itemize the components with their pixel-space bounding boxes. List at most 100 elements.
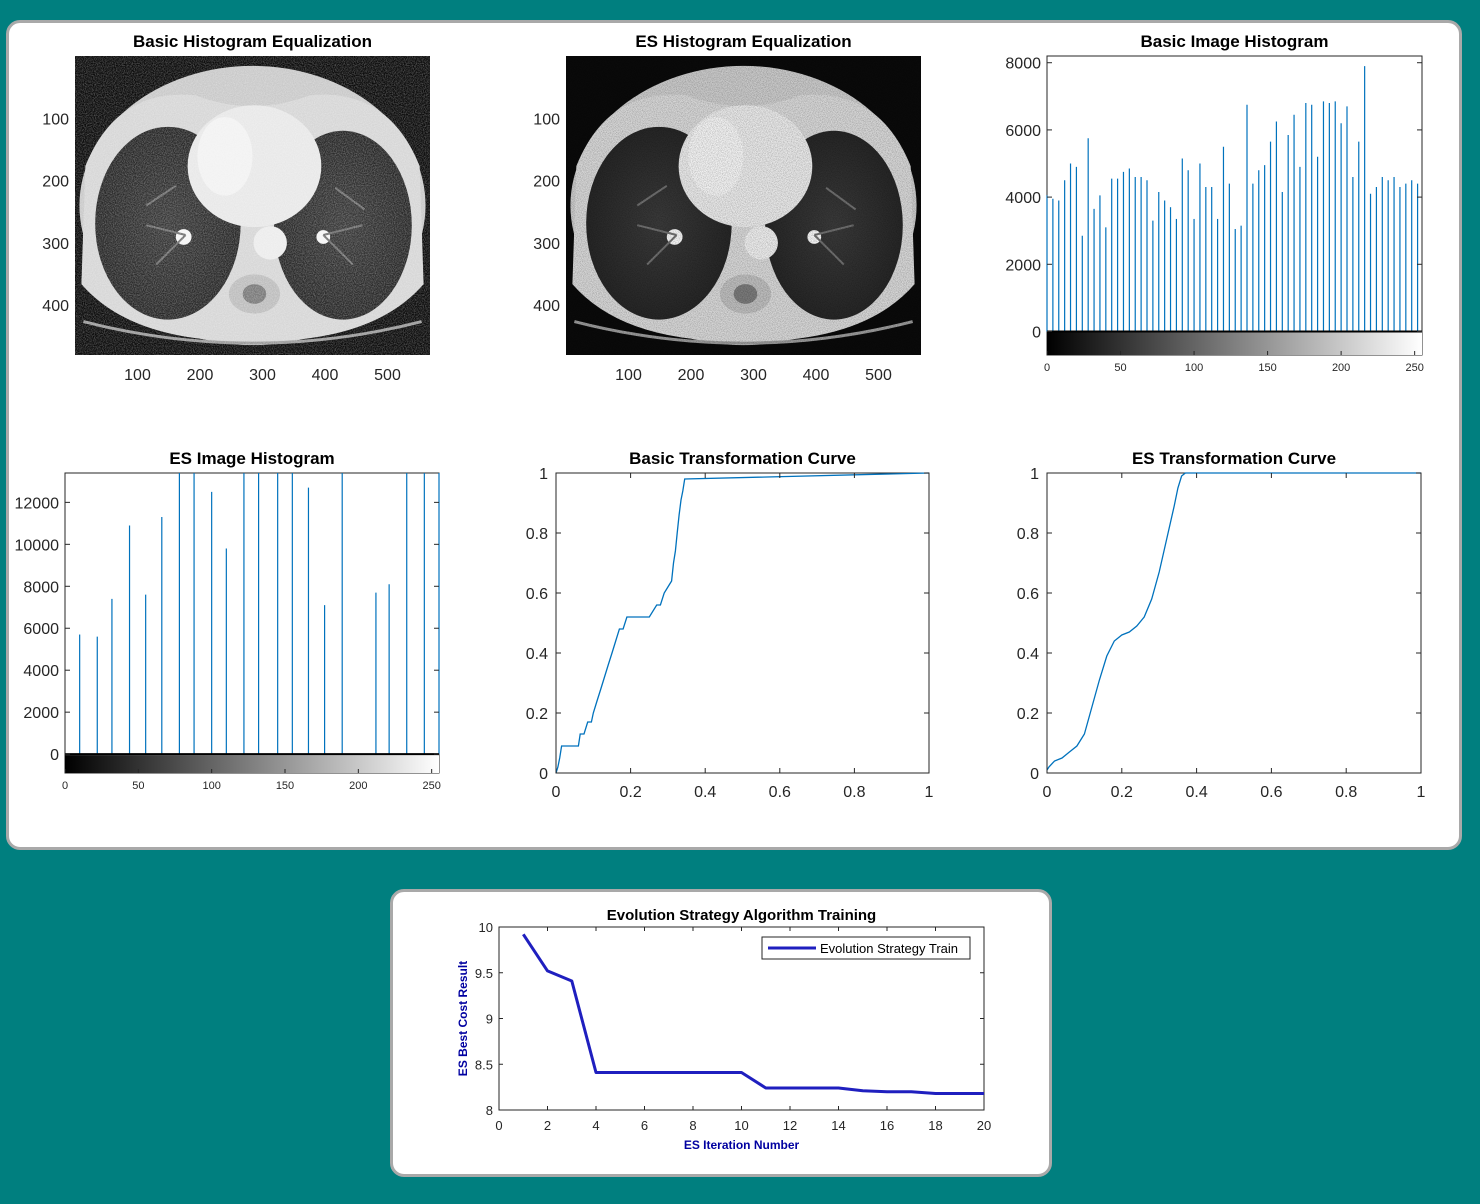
y-tick-label: 8 — [486, 1103, 493, 1118]
x-tick-label: 0 — [495, 1118, 502, 1133]
x-tick-label: 400 — [803, 367, 830, 384]
y-tick-label: 2000 — [1005, 257, 1041, 274]
y-tick-label: 0 — [1030, 766, 1039, 783]
x-tick-label: 300 — [740, 367, 767, 384]
x-tick-label: 50 — [1114, 362, 1126, 374]
x-tick-label: 500 — [865, 367, 892, 384]
y-tick-label: 0.6 — [1017, 586, 1039, 603]
x-tick-label: 100 — [202, 780, 220, 792]
y-tick-label: 1 — [1030, 466, 1039, 483]
y-tick-label: 300 — [42, 236, 69, 253]
image-plot — [75, 56, 430, 355]
y-tick-label: 400 — [533, 298, 560, 315]
y-tick-label: 4000 — [23, 663, 59, 680]
x-tick-label: 150 — [276, 780, 294, 792]
y-tick-label: 0.4 — [1017, 646, 1039, 663]
x-tick-label: 100 — [1185, 362, 1203, 374]
x-tick-label: 150 — [1258, 362, 1276, 374]
y-tick-label: 8000 — [23, 579, 59, 596]
x-tick-label: 0.6 — [1260, 784, 1282, 801]
x-tick-label: 1 — [1417, 784, 1426, 801]
x-tick-label: 100 — [615, 367, 642, 384]
x-tick-label: 0 — [62, 780, 68, 792]
y-tick-label: 200 — [42, 174, 69, 191]
x-tick-label: 0 — [552, 784, 561, 801]
x-tick-label: 18 — [928, 1118, 942, 1133]
x-tick-label: 6 — [641, 1118, 648, 1133]
x-tick-label: 0 — [1044, 362, 1050, 374]
x-tick-label: 200 — [1332, 362, 1350, 374]
grayscale-colorbar — [1047, 332, 1422, 355]
transformation-curve — [555, 472, 930, 774]
y-tick-label: 6000 — [23, 621, 59, 638]
noise-overlay — [75, 56, 430, 355]
x-tick-label: 500 — [374, 367, 401, 384]
legend-box — [761, 936, 971, 960]
y-tick-label: 9 — [486, 1012, 493, 1027]
texture-overlay — [566, 56, 921, 355]
y-tick-label: 0 — [1032, 324, 1041, 341]
x-axis-label: ES Iteration Number — [684, 1138, 800, 1152]
y-tick-label: 0.8 — [1017, 526, 1039, 543]
chart-title: ES Histogram Equalization — [635, 32, 851, 51]
y-tick-label: 12000 — [15, 495, 60, 512]
y-tick-label: 4000 — [1005, 190, 1041, 207]
x-tick-label: 0.6 — [769, 784, 791, 801]
x-tick-label: 0 — [1043, 784, 1052, 801]
y-tick-label: 0.4 — [526, 646, 548, 663]
x-tick-label: 10 — [734, 1118, 748, 1133]
y-tick-label: 0.6 — [526, 586, 548, 603]
y-tick-label: 0.2 — [526, 706, 548, 723]
x-tick-label: 250 — [1405, 362, 1423, 374]
chart-title: Basic Transformation Curve — [629, 449, 856, 468]
plot-area — [1046, 472, 1422, 774]
y-axis-label: ES Best Cost Result — [456, 961, 470, 1076]
x-tick-label: 400 — [312, 367, 339, 384]
image-plot — [566, 56, 921, 355]
x-tick-label: 250 — [422, 780, 440, 792]
x-tick-label: 100 — [124, 367, 151, 384]
x-tick-label: 0.2 — [619, 784, 641, 801]
chart-title: ES Transformation Curve — [1132, 449, 1336, 468]
legend-entry: Evolution Strategy Train — [820, 941, 958, 956]
x-tick-label: 0.2 — [1111, 784, 1133, 801]
y-tick-label: 2000 — [23, 705, 59, 722]
grayscale-colorbar — [65, 755, 439, 773]
y-tick-label: 100 — [533, 111, 560, 128]
plot-area — [555, 472, 930, 774]
y-tick-label: 8000 — [1005, 56, 1041, 73]
y-tick-label: 0 — [539, 766, 548, 783]
transformation-curve — [1046, 472, 1421, 771]
x-tick-label: 12 — [783, 1118, 797, 1133]
x-tick-label: 1 — [925, 784, 934, 801]
chart-title: ES Image Histogram — [169, 449, 334, 468]
y-tick-label: 200 — [533, 174, 560, 191]
x-tick-label: 0.4 — [694, 784, 716, 801]
x-tick-label: 16 — [880, 1118, 894, 1133]
x-tick-label: 20 — [977, 1118, 991, 1133]
y-tick-label: 100 — [42, 111, 69, 128]
chart-title: Basic Image Histogram — [1140, 32, 1328, 51]
y-tick-label: 0.2 — [1017, 706, 1039, 723]
plot-area — [64, 472, 440, 774]
y-tick-label: 8.5 — [475, 1057, 493, 1072]
x-tick-label: 4 — [592, 1118, 599, 1133]
x-tick-label: 50 — [132, 780, 144, 792]
x-tick-label: 14 — [831, 1118, 845, 1133]
x-tick-label: 300 — [249, 367, 276, 384]
x-tick-label: 0.4 — [1185, 784, 1207, 801]
x-tick-label: 2 — [544, 1118, 551, 1133]
chart-title: Basic Histogram Equalization — [133, 32, 372, 51]
y-tick-label: 10 — [479, 920, 493, 935]
y-tick-label: 300 — [533, 236, 560, 253]
y-tick-label: 9.5 — [475, 966, 493, 981]
x-tick-label: 200 — [187, 367, 214, 384]
chart-title: Evolution Strategy Algorithm Training — [607, 907, 876, 924]
plot-area — [1046, 55, 1423, 356]
x-tick-label: 200 — [349, 780, 367, 792]
x-tick-label: 0.8 — [1335, 784, 1357, 801]
y-tick-label: 10000 — [15, 537, 60, 554]
legend: Evolution Strategy Train — [761, 936, 971, 960]
x-tick-label: 8 — [689, 1118, 696, 1133]
